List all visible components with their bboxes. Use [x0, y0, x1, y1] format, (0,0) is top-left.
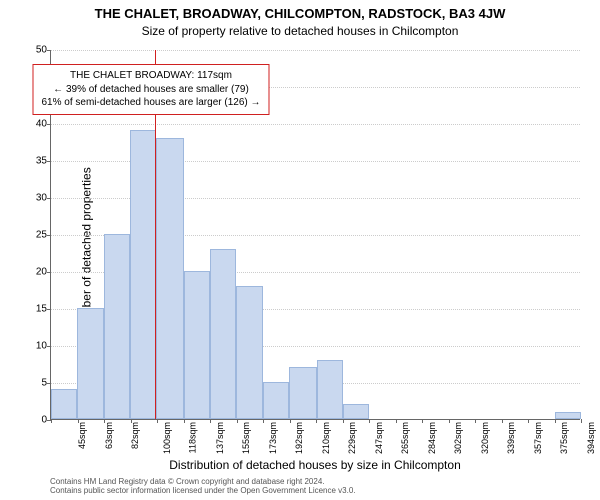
y-tick-label: 25 — [21, 230, 47, 241]
y-tick-mark — [47, 309, 51, 310]
footer-attribution: Contains HM Land Registry data © Crown c… — [50, 477, 356, 496]
histogram-bar — [317, 360, 343, 419]
y-tick-mark — [47, 235, 51, 236]
x-tick-label: 173sqm — [268, 422, 278, 454]
x-tick-label: 45sqm — [77, 422, 87, 449]
histogram-bar — [156, 138, 183, 419]
x-tick-label: 100sqm — [162, 422, 172, 454]
x-tick-label: 357sqm — [533, 422, 543, 454]
x-tick-mark — [475, 419, 476, 423]
histogram-bar — [184, 271, 210, 419]
x-tick-mark — [237, 419, 238, 423]
x-tick-mark — [290, 419, 291, 423]
histogram-bar — [236, 286, 263, 419]
y-tick-label: 5 — [21, 378, 47, 389]
x-tick-mark — [316, 419, 317, 423]
y-tick-label: 30 — [21, 193, 47, 204]
x-tick-label: 339sqm — [506, 422, 516, 454]
x-tick-label: 375sqm — [559, 422, 569, 454]
x-tick-mark — [343, 419, 344, 423]
y-tick-mark — [47, 383, 51, 384]
x-tick-label: 210sqm — [321, 422, 331, 454]
x-tick-mark — [581, 419, 582, 423]
x-tick-label: 265sqm — [400, 422, 410, 454]
y-tick-mark — [47, 346, 51, 347]
y-tick-label: 40 — [21, 119, 47, 130]
x-tick-mark — [184, 419, 185, 423]
y-tick-mark — [47, 161, 51, 162]
chart-subtitle: Size of property relative to detached ho… — [0, 24, 600, 38]
histogram-bar — [104, 234, 130, 419]
x-tick-label: 320sqm — [480, 422, 490, 454]
histogram-bar — [289, 367, 316, 419]
x-tick-mark — [157, 419, 158, 423]
y-tick-mark — [47, 50, 51, 51]
chart-area: 0510152025303540455045sqm63sqm82sqm100sq… — [50, 50, 580, 420]
y-tick-label: 0 — [21, 415, 47, 426]
y-tick-label: 50 — [21, 45, 47, 56]
plot-region: 0510152025303540455045sqm63sqm82sqm100sq… — [50, 50, 580, 420]
x-axis-label: Distribution of detached houses by size … — [50, 458, 580, 472]
histogram-bar — [263, 382, 289, 419]
footer-line1: Contains HM Land Registry data © Crown c… — [50, 477, 356, 487]
y-tick-label: 15 — [21, 304, 47, 315]
histogram-bar — [130, 130, 156, 419]
x-tick-label: 394sqm — [586, 422, 596, 454]
annotation-line3: 61% of semi-detached houses are larger (… — [41, 96, 260, 110]
x-tick-mark — [78, 419, 79, 423]
chart-title: THE CHALET, BROADWAY, CHILCOMPTON, RADST… — [0, 6, 600, 21]
y-tick-mark — [47, 198, 51, 199]
x-tick-mark — [502, 419, 503, 423]
annotation-line1: THE CHALET BROADWAY: 117sqm — [41, 69, 260, 83]
x-tick-label: 247sqm — [374, 422, 384, 454]
histogram-bar — [51, 389, 77, 419]
histogram-bar — [77, 308, 104, 419]
annotation-line2: ← 39% of detached houses are smaller (79… — [41, 83, 260, 97]
gridline — [51, 50, 580, 51]
x-tick-label: 229sqm — [347, 422, 357, 454]
x-tick-mark — [210, 419, 211, 423]
x-tick-mark — [263, 419, 264, 423]
x-tick-mark — [104, 419, 105, 423]
x-tick-label: 284sqm — [427, 422, 437, 454]
x-tick-mark — [528, 419, 529, 423]
x-tick-label: 82sqm — [130, 422, 140, 449]
y-tick-label: 10 — [21, 341, 47, 352]
annotation-box: THE CHALET BROADWAY: 117sqm← 39% of deta… — [32, 64, 269, 115]
histogram-bar — [343, 404, 369, 419]
y-tick-label: 35 — [21, 156, 47, 167]
histogram-bar — [555, 412, 581, 419]
x-tick-label: 118sqm — [187, 422, 197, 453]
x-tick-label: 137sqm — [215, 422, 225, 454]
x-tick-mark — [369, 419, 370, 423]
x-tick-label: 302sqm — [453, 422, 463, 454]
x-tick-label: 155sqm — [241, 422, 251, 454]
y-tick-label: 20 — [21, 267, 47, 278]
x-tick-mark — [396, 419, 397, 423]
x-tick-mark — [131, 419, 132, 423]
gridline — [51, 124, 580, 125]
histogram-bar — [210, 249, 236, 419]
x-tick-mark — [555, 419, 556, 423]
y-tick-mark — [47, 272, 51, 273]
y-tick-mark — [47, 124, 51, 125]
footer-line2: Contains public sector information licen… — [50, 486, 356, 496]
x-tick-mark — [422, 419, 423, 423]
x-tick-label: 192sqm — [294, 422, 304, 454]
x-tick-label: 63sqm — [104, 422, 114, 449]
x-tick-mark — [51, 419, 52, 423]
x-tick-mark — [449, 419, 450, 423]
